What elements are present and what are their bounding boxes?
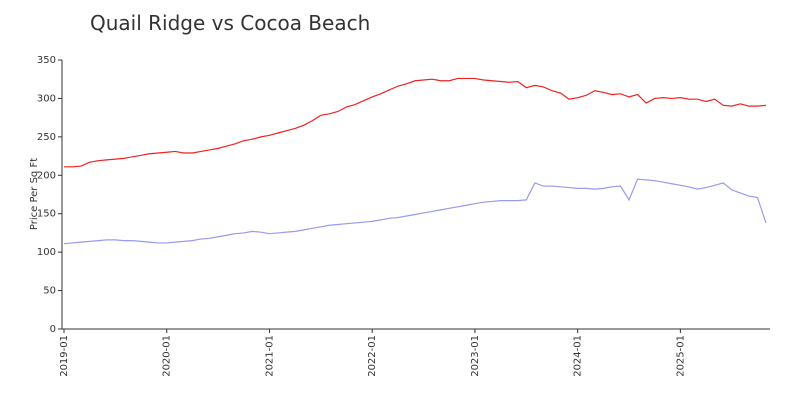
x-tick-label: 2020-01 — [162, 335, 173, 377]
x-tick-label: 2019-01 — [59, 335, 70, 377]
x-tick-label: 2023-01 — [470, 335, 481, 377]
line-series — [64, 77, 767, 168]
x-tick-label: 2025-01 — [675, 335, 686, 377]
y-tick-label: 150 — [37, 209, 56, 220]
y-tick-label: 200 — [37, 170, 56, 181]
chart-title: Quail Ridge vs Cocoa Beach — [90, 11, 370, 35]
line-series — [63, 178, 767, 245]
x-tick-label: 2021-01 — [264, 335, 275, 377]
x-tick-label: 2024-01 — [573, 335, 584, 377]
y-tick-label: 350 — [37, 55, 56, 66]
y-tick-label: 100 — [37, 247, 56, 258]
y-tick-label: 0 — [50, 324, 56, 335]
y-tick-label: 250 — [37, 132, 56, 143]
y-axis-label: Price Per Sq Ft — [29, 158, 40, 230]
y-tick-label: 300 — [37, 93, 56, 104]
x-tick-label: 2022-01 — [367, 335, 378, 377]
y-tick-label: 50 — [43, 286, 56, 297]
